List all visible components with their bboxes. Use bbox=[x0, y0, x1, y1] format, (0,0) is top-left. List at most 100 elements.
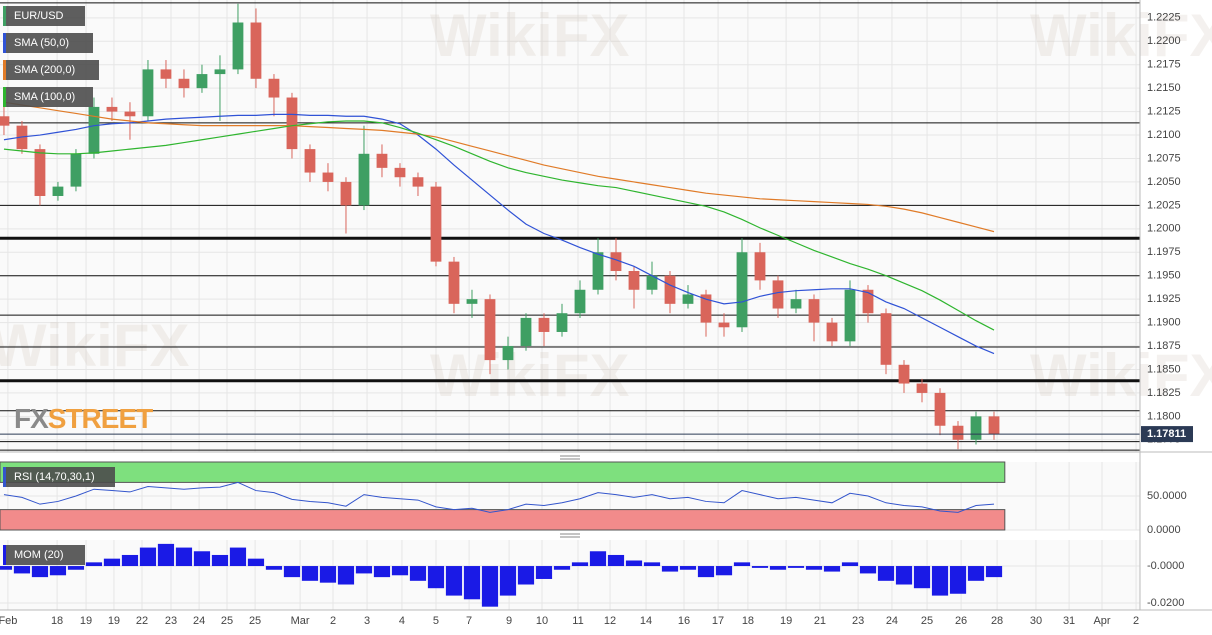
candle-body bbox=[70, 153, 82, 187]
y-tick-label: 1.2050 bbox=[1147, 176, 1181, 188]
mom-bar bbox=[949, 566, 967, 594]
candle-body bbox=[682, 294, 694, 304]
mom-bar bbox=[841, 562, 859, 567]
mom-bar bbox=[877, 566, 895, 581]
legend-label: RSI (14,70,30,1) bbox=[14, 471, 95, 483]
mom-bar bbox=[121, 554, 139, 567]
candle-body bbox=[268, 78, 280, 98]
mom-bar bbox=[193, 551, 211, 567]
candle-body bbox=[142, 69, 154, 117]
candle-body bbox=[970, 416, 982, 440]
x-tick-label: 22 bbox=[136, 615, 148, 627]
candle-body bbox=[196, 74, 208, 89]
candle-body bbox=[106, 106, 118, 112]
watermark: WikiFX bbox=[430, 342, 629, 409]
y-tick-label: 1.1925 bbox=[1147, 293, 1181, 305]
mom-bar bbox=[373, 566, 391, 578]
x-tick-label: 25 bbox=[221, 615, 233, 627]
candle-body bbox=[988, 416, 1000, 435]
legend-swatch bbox=[3, 60, 6, 80]
y-tick-label: -0.0000 bbox=[1147, 560, 1184, 572]
candle-body bbox=[232, 22, 244, 70]
y-tick-label: 1.1900 bbox=[1147, 316, 1181, 328]
x-tick-label: 14 bbox=[640, 615, 652, 627]
sma-line bbox=[3, 120, 995, 331]
y-tick-label: 0.0000 bbox=[1147, 524, 1181, 536]
mom-bar bbox=[751, 566, 769, 568]
mom-bar bbox=[769, 566, 787, 570]
candle-body bbox=[250, 22, 262, 79]
legend-label: EUR/USD bbox=[14, 10, 64, 22]
mom-bar bbox=[265, 566, 283, 570]
y-tick-label: 1.1975 bbox=[1147, 246, 1181, 258]
x-tick-label: 23 bbox=[852, 615, 864, 627]
logo: FXSTREET bbox=[14, 403, 153, 434]
mom-bar bbox=[49, 566, 67, 576]
mom-bar bbox=[895, 566, 913, 585]
candle-body bbox=[160, 69, 172, 79]
x-tick-label: 25 bbox=[249, 615, 261, 627]
mom-bar bbox=[715, 566, 733, 576]
plot-layer bbox=[0, 3, 1140, 607]
candle-body bbox=[466, 299, 478, 304]
y-tick-label: 1.1825 bbox=[1147, 387, 1181, 399]
mom-bar bbox=[211, 554, 229, 567]
candle-body bbox=[700, 294, 712, 323]
logo-part: STREET bbox=[48, 403, 153, 434]
candle-body bbox=[538, 317, 550, 332]
mom-bar bbox=[445, 566, 463, 596]
mom-bar bbox=[283, 566, 301, 578]
y-tick-label: 1.2200 bbox=[1147, 35, 1181, 47]
legend-box bbox=[3, 6, 85, 26]
y-tick-label: 1.2025 bbox=[1147, 199, 1181, 211]
mom-bar bbox=[697, 566, 715, 578]
last-price-label: 1.17811 bbox=[1147, 428, 1186, 440]
legend-label: SMA (50,0) bbox=[14, 37, 69, 49]
candle-body bbox=[520, 317, 532, 347]
candle-body bbox=[826, 322, 838, 342]
candle-body bbox=[412, 177, 424, 187]
levels-layer bbox=[0, 2, 1140, 451]
watermark: WikiFX bbox=[0, 312, 189, 379]
candle-body bbox=[646, 275, 658, 290]
legend-swatch bbox=[3, 545, 6, 565]
last-price-box bbox=[1141, 426, 1193, 443]
x-tick-label: 21 bbox=[814, 615, 826, 627]
mom-bar bbox=[463, 566, 481, 600]
x-tick-label: 18 bbox=[742, 615, 754, 627]
mom-bar bbox=[85, 562, 103, 567]
mom-bar bbox=[733, 562, 751, 567]
candle-body bbox=[430, 186, 442, 262]
x-tick-label: 19 bbox=[780, 615, 792, 627]
legend-label: SMA (200,0) bbox=[14, 64, 75, 76]
watermark-layer: WikiFX WikiFX WikiFX WikiFX WikiFX bbox=[0, 2, 1212, 409]
overbought-band bbox=[0, 461, 1006, 483]
legend-box bbox=[3, 60, 99, 80]
candle-body bbox=[376, 153, 388, 168]
mom-bar bbox=[31, 566, 49, 578]
mom-bar bbox=[787, 566, 805, 568]
mom-bar bbox=[517, 566, 535, 585]
x-tick-label: Apr bbox=[1093, 615, 1110, 627]
legend-label: SMA (100,0) bbox=[14, 91, 75, 103]
y-tick-label: 1.1850 bbox=[1147, 363, 1181, 375]
candle-body bbox=[808, 299, 820, 323]
mom-bar bbox=[823, 566, 841, 572]
candle-body bbox=[340, 181, 352, 206]
x-tick-label: 10 bbox=[536, 615, 548, 627]
mom-bar bbox=[553, 566, 571, 570]
mom-bar bbox=[139, 547, 157, 567]
y-tick-label: 1.1800 bbox=[1147, 410, 1181, 422]
y-tick-label: 1.1875 bbox=[1147, 340, 1181, 352]
mom-bar bbox=[0, 566, 13, 570]
mom-bar bbox=[355, 566, 373, 574]
legend-box bbox=[3, 87, 93, 107]
mom-bar bbox=[643, 562, 661, 567]
x-tick-label: 4 bbox=[399, 615, 405, 627]
candle-body bbox=[844, 289, 856, 342]
mom-bar bbox=[409, 566, 427, 581]
mom-bar bbox=[625, 560, 643, 567]
mom-bar bbox=[913, 566, 931, 589]
y-tick-label: 50.0000 bbox=[1147, 490, 1187, 502]
